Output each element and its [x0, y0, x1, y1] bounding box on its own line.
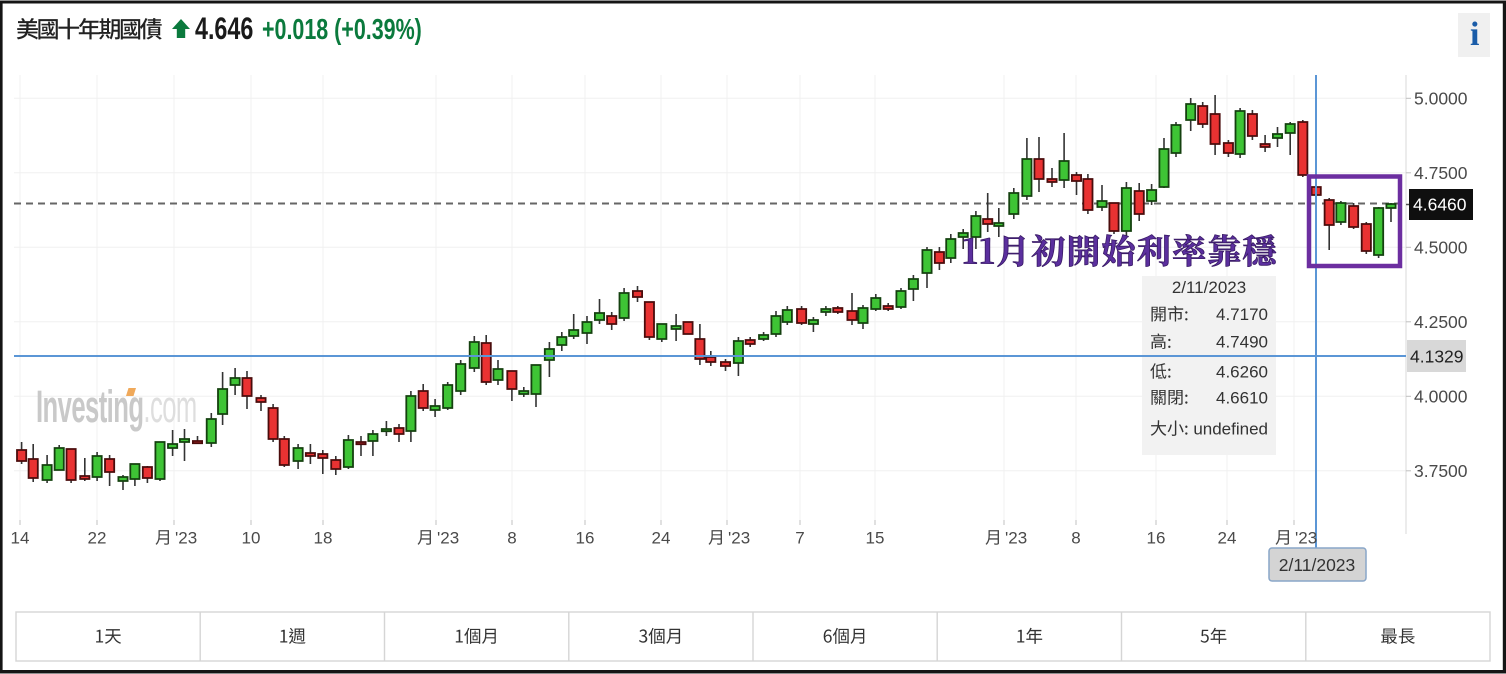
svg-text:7: 7 [795, 529, 804, 548]
svg-text:4.6610: 4.6610 [1216, 389, 1268, 408]
svg-text:4.7170: 4.7170 [1216, 305, 1268, 324]
svg-text:4.1329: 4.1329 [1410, 347, 1464, 367]
svg-text:18: 18 [314, 529, 333, 548]
svg-text:16: 16 [1147, 529, 1166, 548]
svg-text:4.646: 4.646 [195, 11, 253, 46]
svg-text:8: 8 [507, 529, 516, 548]
svg-text:Investing.com: Investing.com [36, 381, 197, 431]
svg-text:4.0000: 4.0000 [1414, 386, 1468, 406]
svg-text:2/11/2023: 2/11/2023 [1172, 278, 1246, 297]
svg-text:16: 16 [576, 529, 595, 548]
svg-text:24: 24 [652, 529, 671, 548]
svg-text:undefined: undefined [1193, 420, 1268, 439]
svg-text:22: 22 [88, 529, 107, 548]
svg-text:14: 14 [11, 529, 30, 548]
svg-text:8: 8 [1071, 529, 1080, 548]
svg-text:4.5000: 4.5000 [1414, 237, 1468, 257]
svg-text:3.7500: 3.7500 [1414, 461, 1468, 481]
svg-text:4.7490: 4.7490 [1216, 333, 1268, 352]
svg-text:'23: '23 [437, 529, 459, 548]
svg-text:10: 10 [242, 529, 261, 548]
svg-text:4.6260: 4.6260 [1216, 363, 1268, 382]
svg-text:'23: '23 [175, 529, 197, 548]
svg-text:5.0000: 5.0000 [1414, 88, 1468, 108]
svg-text:15: 15 [866, 529, 885, 548]
svg-text:2/11/2023: 2/11/2023 [1279, 555, 1356, 575]
svg-text:'23: '23 [1005, 529, 1027, 548]
svg-text:'23: '23 [1295, 529, 1317, 548]
svg-text:4.2500: 4.2500 [1414, 312, 1468, 332]
svg-text:i: i [1470, 16, 1479, 53]
svg-text:'23: '23 [728, 529, 750, 548]
svg-text:4.6460: 4.6460 [1413, 195, 1467, 215]
svg-text:4.7500: 4.7500 [1414, 163, 1468, 183]
svg-text:+0.018 (+0.39%): +0.018 (+0.39%) [262, 14, 422, 46]
svg-text:24: 24 [1218, 529, 1237, 548]
